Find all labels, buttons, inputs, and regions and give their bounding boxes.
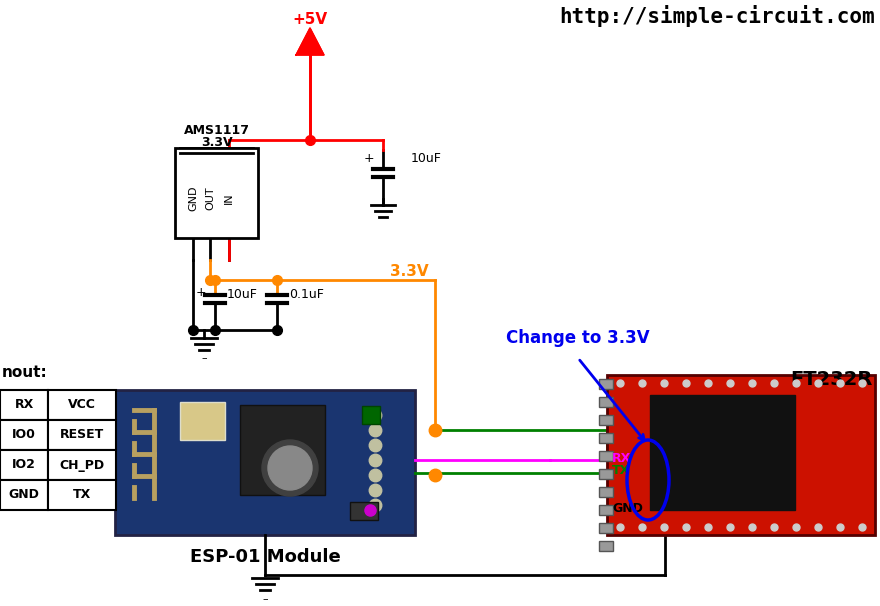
Bar bbox=[599, 505, 613, 515]
Text: http://simple-circuit.com: http://simple-circuit.com bbox=[560, 5, 875, 27]
Text: +5V: +5V bbox=[292, 12, 327, 27]
Text: OUT: OUT bbox=[205, 186, 215, 210]
Text: –: – bbox=[202, 353, 207, 363]
Polygon shape bbox=[296, 28, 324, 55]
Text: +: + bbox=[363, 153, 374, 165]
Circle shape bbox=[268, 446, 312, 490]
Text: RX: RX bbox=[612, 451, 631, 465]
Text: FT232R: FT232R bbox=[790, 370, 873, 389]
Text: VCC: VCC bbox=[68, 399, 96, 411]
Bar bbox=[48, 480, 116, 510]
Bar bbox=[0, 450, 48, 480]
Text: CH_PD: CH_PD bbox=[60, 459, 105, 471]
Bar bbox=[599, 415, 613, 425]
Bar bbox=[607, 375, 875, 535]
Bar bbox=[599, 433, 613, 443]
Text: TX: TX bbox=[73, 488, 92, 502]
Text: IO2: IO2 bbox=[12, 459, 36, 471]
Text: 0.1uF: 0.1uF bbox=[289, 288, 324, 302]
Bar bbox=[0, 480, 48, 510]
Text: ESP-01 Module: ESP-01 Module bbox=[189, 548, 341, 566]
Bar bbox=[599, 487, 613, 497]
Bar bbox=[599, 397, 613, 407]
Text: –: – bbox=[262, 594, 268, 604]
Bar bbox=[599, 469, 613, 479]
Bar bbox=[599, 541, 613, 551]
Text: Change to 3.3V: Change to 3.3V bbox=[506, 329, 649, 347]
Bar bbox=[362, 406, 380, 424]
Bar bbox=[48, 420, 116, 450]
Text: 10uF: 10uF bbox=[227, 288, 258, 302]
Text: 3.3V: 3.3V bbox=[390, 264, 429, 279]
Bar bbox=[0, 390, 48, 420]
Text: IO0: IO0 bbox=[12, 428, 36, 442]
Text: GND: GND bbox=[612, 502, 643, 514]
Text: 3.3V: 3.3V bbox=[201, 136, 232, 148]
Text: TX: TX bbox=[612, 465, 630, 478]
Bar bbox=[350, 502, 378, 520]
Bar bbox=[48, 450, 116, 480]
Text: nout:: nout: bbox=[2, 365, 48, 380]
Circle shape bbox=[262, 440, 318, 496]
Text: GND: GND bbox=[188, 185, 198, 211]
Bar bbox=[48, 390, 116, 420]
Bar bbox=[599, 379, 613, 389]
Bar bbox=[115, 390, 415, 535]
Text: IN: IN bbox=[224, 192, 234, 204]
Text: 10uF: 10uF bbox=[411, 153, 442, 165]
Bar bbox=[650, 395, 795, 510]
Text: AMS1117: AMS1117 bbox=[184, 124, 250, 136]
Bar bbox=[0, 420, 48, 450]
Bar bbox=[599, 451, 613, 461]
Bar bbox=[180, 402, 225, 440]
Text: RX: RX bbox=[14, 399, 33, 411]
Text: GND: GND bbox=[9, 488, 40, 502]
Bar bbox=[599, 523, 613, 533]
Bar bbox=[175, 148, 258, 238]
Text: RESET: RESET bbox=[60, 428, 104, 442]
Text: +: + bbox=[195, 285, 206, 299]
Bar bbox=[180, 148, 253, 163]
Bar bbox=[240, 405, 325, 495]
